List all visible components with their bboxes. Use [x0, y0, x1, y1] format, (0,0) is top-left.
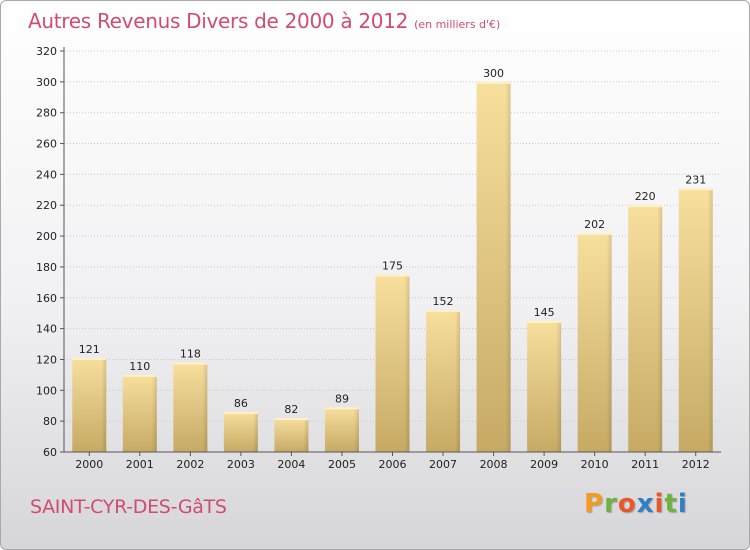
bar-2002: [173, 362, 208, 452]
bar-2012: [678, 188, 713, 452]
bar-top: [173, 362, 208, 365]
logo-letter: t: [664, 489, 678, 519]
x-tick-label: 2009: [530, 458, 558, 471]
bar-2011: [628, 205, 663, 452]
bar-top: [426, 310, 461, 313]
bar-shade: [657, 205, 663, 452]
logo-letter: r: [604, 489, 618, 519]
bar-top: [527, 320, 562, 323]
x-tick-label: 2012: [682, 458, 710, 471]
y-tick-label: 280: [36, 107, 57, 120]
x-tick-label: 2005: [328, 458, 356, 471]
chart-title: Autres Revenus Divers de 2000 à 2012: [28, 9, 409, 33]
value-label: 121: [79, 343, 100, 356]
bar-shade: [353, 407, 359, 452]
value-label: 202: [584, 218, 605, 231]
chart-subtitle: (en milliers d'€): [414, 18, 501, 31]
value-label: 175: [382, 260, 403, 273]
value-label: 152: [433, 295, 454, 308]
value-label: 231: [685, 173, 706, 186]
value-label: 110: [129, 360, 150, 373]
bar-top: [375, 274, 410, 277]
logo-letter: P: [584, 489, 605, 519]
bar-2008: [476, 81, 511, 452]
bar-top: [122, 374, 157, 377]
bar-top: [324, 407, 359, 410]
x-tick-label: 2002: [176, 458, 204, 471]
value-label: 82: [284, 403, 298, 416]
labels: 60 80 100 120 140 160 180 200 220 240 260 280 300 320…: [36, 45, 710, 471]
bar-shade: [303, 418, 309, 452]
y-tick-label: 160: [36, 292, 57, 305]
axes: [60, 47, 721, 456]
proxiti-logo[interactable]: Proxiti: [584, 489, 688, 519]
bar-shade: [455, 310, 461, 452]
bar-2010: [577, 232, 612, 452]
x-tick-label: 2004: [277, 458, 305, 471]
bar-top: [628, 205, 663, 208]
y-tick-label: 100: [36, 384, 57, 397]
bar-2001: [122, 374, 157, 452]
bar-shade: [404, 274, 410, 452]
bar-shade: [556, 320, 562, 452]
bar-shade: [707, 188, 713, 452]
y-tick-label: 60: [43, 446, 57, 459]
y-tick-label: 180: [36, 261, 57, 274]
x-tick-label: 2006: [379, 458, 407, 471]
bar-2000: [72, 357, 107, 452]
x-tick-label: 2007: [429, 458, 457, 471]
bar-shade: [252, 411, 258, 452]
y-tick-label: 120: [36, 353, 57, 366]
value-label: 86: [234, 397, 248, 410]
logo-letter: i: [677, 489, 688, 519]
x-tick-label: 2010: [581, 458, 609, 471]
bar-top: [476, 81, 511, 84]
bar-top: [223, 411, 258, 414]
y-tick-label: 200: [36, 230, 57, 243]
logo-letter: x: [636, 489, 655, 519]
x-tick-label: 2000: [75, 458, 103, 471]
x-tick-label: 2011: [631, 458, 659, 471]
x-tick-label: 2001: [126, 458, 154, 471]
y-tick-label: 320: [36, 45, 57, 58]
bar-2009: [527, 320, 562, 452]
value-label: 220: [635, 190, 656, 203]
value-label: 300: [483, 67, 504, 80]
bar-2004: [274, 418, 309, 452]
bar-top: [72, 357, 107, 360]
y-tick-label: 300: [36, 76, 57, 89]
bar-shade: [101, 357, 107, 452]
logo-letter: i: [654, 489, 665, 519]
y-tick-label: 260: [36, 138, 57, 151]
x-tick-label: 2003: [227, 458, 255, 471]
bar-shade: [202, 362, 208, 452]
y-tick-label: 240: [36, 168, 57, 181]
bar-2006: [375, 274, 410, 452]
bar-2005: [324, 407, 359, 452]
logo-letter: o: [617, 489, 637, 519]
y-tick-label: 140: [36, 323, 57, 336]
bars: [72, 81, 713, 452]
bar-top: [678, 188, 713, 191]
bar-shade: [151, 374, 157, 452]
value-label: 145: [534, 306, 555, 319]
x-tick-label: 2008: [480, 458, 508, 471]
value-label: 118: [180, 348, 201, 361]
y-tick-label: 220: [36, 199, 57, 212]
bar-shade: [606, 232, 612, 452]
bar-2007: [426, 310, 461, 452]
y-tick-label: 80: [43, 415, 57, 428]
bar-top: [274, 418, 309, 421]
value-label: 89: [335, 392, 349, 405]
city-name: SAINT-CYR-DES-GâTS: [30, 496, 227, 518]
bar-top: [577, 232, 612, 235]
chart-title-block: Autres Revenus Divers de 2000 à 2012 (en …: [28, 9, 500, 33]
bar-shade: [505, 81, 511, 452]
bar-2003: [223, 411, 258, 452]
